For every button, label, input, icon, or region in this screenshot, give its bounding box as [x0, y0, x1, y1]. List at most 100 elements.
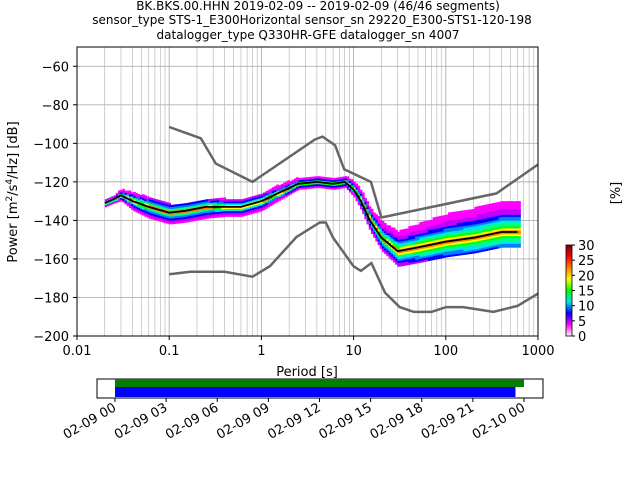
density-cell	[401, 263, 405, 267]
density-cell	[397, 262, 400, 265]
density-cell	[408, 229, 411, 233]
density-cell	[175, 215, 178, 219]
density-cell	[432, 252, 436, 255]
density-cell	[443, 217, 447, 220]
density-cell	[461, 212, 464, 215]
density-cell	[518, 214, 521, 217]
density-cell	[434, 228, 438, 231]
density-cell	[450, 246, 453, 249]
density-cell	[392, 252, 396, 255]
density-cell	[432, 225, 436, 228]
density-cell	[491, 203, 495, 206]
density-cell	[381, 249, 385, 253]
density-cell	[452, 219, 455, 222]
density-cell	[518, 243, 521, 246]
density-cell	[236, 210, 240, 213]
density-cell	[227, 203, 231, 206]
density-cell	[452, 217, 455, 220]
density-cell	[502, 226, 506, 229]
density-cell	[476, 219, 480, 223]
density-cell	[388, 240, 392, 243]
density-cell	[454, 221, 458, 224]
density-cell	[263, 196, 266, 199]
density-cell	[205, 203, 209, 206]
density-cell	[425, 249, 429, 252]
density-cell	[386, 254, 389, 257]
density-cell	[439, 254, 442, 257]
density-cell	[353, 187, 356, 190]
density-cell	[412, 242, 416, 245]
density-cell	[128, 190, 132, 193]
density-cell	[111, 200, 114, 203]
density-cell	[502, 228, 506, 231]
density-cell	[115, 192, 119, 196]
density-cell	[511, 224, 515, 227]
density-cell	[318, 185, 321, 189]
density-cell	[377, 217, 381, 221]
density-cell	[494, 229, 497, 232]
density-cell	[381, 246, 385, 249]
density-cell	[421, 256, 425, 259]
density-cell	[406, 234, 409, 237]
density-cell	[153, 198, 156, 201]
density-cell	[370, 214, 374, 217]
density-cell	[513, 241, 517, 244]
density-cell	[445, 220, 449, 223]
density-cell	[280, 191, 284, 194]
density-cell	[181, 205, 185, 208]
density-cell	[320, 180, 323, 183]
density-cell	[291, 187, 295, 190]
density-cell	[351, 183, 354, 186]
density-cell	[469, 244, 473, 247]
density-cell	[489, 211, 493, 214]
density-cell	[469, 213, 473, 216]
density-cell	[454, 253, 458, 257]
density-cell	[478, 221, 482, 224]
density-cell	[423, 236, 427, 239]
density-cell	[390, 250, 394, 253]
density-cell	[483, 228, 486, 231]
density-cell	[430, 233, 433, 236]
density-cell	[384, 251, 387, 255]
density-cell	[241, 203, 244, 206]
density-cell	[267, 203, 271, 206]
density-cell	[516, 222, 519, 225]
density-cell	[480, 218, 484, 222]
density-cell	[322, 178, 326, 181]
density-cell	[258, 203, 262, 207]
density-cell	[443, 226, 447, 229]
density-cell	[445, 218, 449, 221]
density-cell	[247, 206, 251, 210]
density-cell	[511, 231, 515, 235]
density-cell	[175, 217, 178, 220]
density-cell	[509, 208, 513, 212]
density-cell	[177, 211, 180, 214]
density-cell	[359, 193, 363, 196]
density-cell	[507, 220, 510, 223]
density-cell	[489, 240, 493, 243]
density-cell	[502, 204, 506, 208]
density-cell	[456, 234, 460, 237]
density-cell	[507, 203, 510, 206]
density-cell	[489, 230, 493, 233]
density-cell	[177, 213, 180, 216]
density-cell	[439, 252, 442, 255]
density-cell	[307, 184, 310, 188]
density-cell	[498, 219, 502, 222]
density-cell	[109, 203, 112, 206]
density-cell	[390, 233, 394, 236]
density-cell	[500, 218, 504, 221]
density-cell	[342, 186, 345, 189]
density-cell	[384, 244, 387, 247]
density-cell	[139, 196, 143, 200]
density-cell	[315, 185, 319, 189]
density-cell	[414, 251, 418, 255]
density-cell	[478, 248, 482, 251]
density-cell	[260, 197, 264, 200]
density-cell	[291, 183, 295, 186]
density-cell	[421, 221, 425, 224]
density-cell	[500, 235, 504, 239]
density-cell	[434, 222, 438, 225]
density-cell	[509, 228, 513, 231]
density-cell	[219, 209, 222, 212]
